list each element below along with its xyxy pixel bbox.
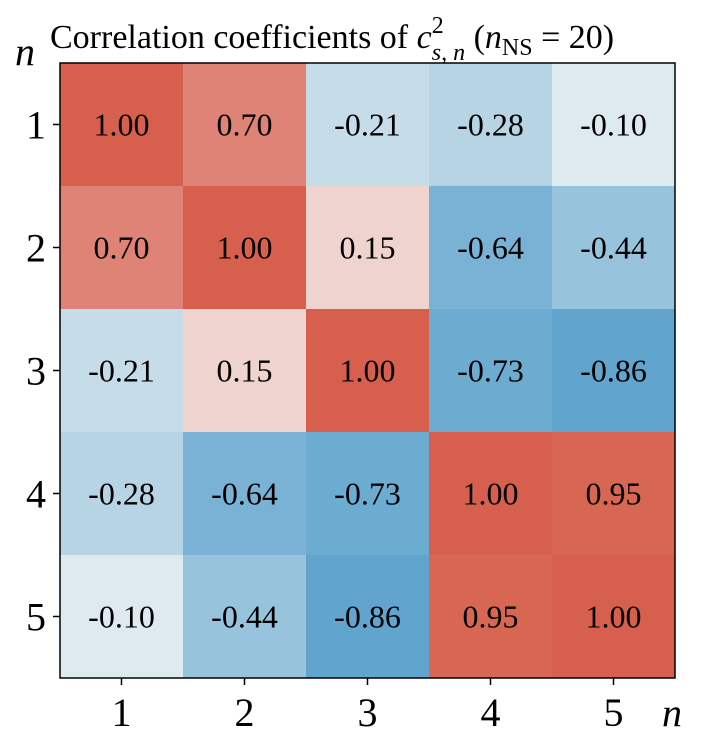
y-axis-ticks: 1 2 3 4 5 — [26, 103, 60, 640]
cell-label-r3-c4: -0.73 — [457, 353, 524, 389]
cell-label-r5-c1: -0.10 — [88, 599, 155, 635]
title-prefix: Correlation coefficients of — [50, 19, 417, 56]
heatmap-cell-r4-c1 — [60, 432, 184, 556]
y-tick-label-5: 5 — [26, 595, 46, 640]
cell-label-r2-c4: -0.64 — [457, 230, 524, 266]
cell-label-r2-c1: 0.70 — [94, 230, 150, 266]
cell-label-r5-c4: 0.95 — [463, 599, 519, 635]
y-tick-label-1: 1 — [26, 103, 46, 148]
heatmap-cell-r5-c5 — [552, 555, 676, 679]
heatmap-cell-r4-c4 — [429, 432, 553, 556]
cell-label-r2-c3: 0.15 — [340, 230, 396, 266]
heatmap-cell-r1-c2 — [183, 63, 307, 187]
title-symbol: c — [417, 19, 432, 56]
cell-label-r3-c3: 1.00 — [340, 353, 396, 389]
heatmap-cells — [60, 63, 676, 679]
title-subscript: s, n — [432, 40, 465, 66]
x-axis-label: n — [662, 690, 682, 735]
heatmap-cell-r2-c4 — [429, 186, 553, 310]
heatmap-cell-r2-c2 — [183, 186, 307, 310]
title-paren-open: ( — [465, 19, 485, 56]
cell-label-r4-c3: -0.73 — [334, 476, 401, 512]
cell-label-r1-c1: 1.00 — [94, 107, 150, 143]
heatmap-cell-r1-c1 — [60, 63, 184, 187]
heatmap-cell-r3-c5 — [552, 309, 676, 433]
cell-label-r1-c3: -0.21 — [334, 107, 401, 143]
title-nsub: NS — [502, 35, 533, 61]
heatmap-cell-r1-c5 — [552, 63, 676, 187]
heatmap-cell-labels: 1.00 0.70 -0.21 -0.28 -0.10 0.70 1.00 0.15 -0.64… — [88, 107, 647, 635]
cell-label-r3-c1: -0.21 — [88, 353, 155, 389]
x-tick-label-5: 5 — [604, 690, 624, 735]
heatmap-cell-r3-c3 — [306, 309, 430, 433]
x-tick-label-3: 3 — [358, 690, 378, 735]
x-tick-label-1: 1 — [112, 690, 132, 735]
cell-label-r5-c2: -0.44 — [211, 599, 278, 635]
cell-label-r2-c5: -0.44 — [580, 230, 647, 266]
y-tick-label-2: 2 — [26, 226, 46, 271]
chart-title: Correlation coefficients of c2 s, n (nNS … — [50, 13, 614, 66]
heatmap-cell-r4-c5 — [552, 432, 676, 556]
heatmap-cell-r1-c3 — [306, 63, 430, 187]
cell-label-r1-c4: -0.28 — [457, 107, 524, 143]
heatmap-cell-r1-c4 — [429, 63, 553, 187]
cell-label-r4-c2: -0.64 — [211, 476, 278, 512]
heatmap-cell-r5-c4 — [429, 555, 553, 679]
x-tick-label-4: 4 — [481, 690, 501, 735]
cell-label-r1-c2: 0.70 — [217, 107, 273, 143]
heatmap-cell-r3-c2 — [183, 309, 307, 433]
heatmap-cell-r3-c4 — [429, 309, 553, 433]
heatmap-cell-r2-c3 — [306, 186, 430, 310]
title-equals-value: = 20) — [533, 19, 615, 56]
heatmap-cell-r5-c3 — [306, 555, 430, 679]
y-axis-label: n — [15, 29, 35, 74]
x-axis-ticks: 1 2 3 4 5 — [112, 678, 624, 735]
heatmap-cell-r4-c2 — [183, 432, 307, 556]
cell-label-r4-c5: 0.95 — [586, 476, 642, 512]
y-tick-label-3: 3 — [26, 349, 46, 394]
cell-label-r4-c1: -0.28 — [88, 476, 155, 512]
cell-label-r3-c2: 0.15 — [217, 353, 273, 389]
heatmap-cell-r5-c1 — [60, 555, 184, 679]
heatmap-cell-r2-c1 — [60, 186, 184, 310]
cell-label-r3-c5: -0.86 — [580, 353, 647, 389]
heatmap-cell-r3-c1 — [60, 309, 184, 433]
x-tick-label-2: 2 — [235, 690, 255, 735]
cell-label-r2-c2: 1.00 — [217, 230, 273, 266]
y-tick-label-4: 4 — [26, 472, 46, 517]
cell-label-r1-c5: -0.10 — [580, 107, 647, 143]
heatmap-cell-r5-c2 — [183, 555, 307, 679]
title-superscript: 2 — [432, 13, 444, 39]
cell-label-r5-c5: 1.00 — [586, 599, 642, 635]
heatmap-cell-r4-c3 — [306, 432, 430, 556]
cell-label-r5-c3: -0.86 — [334, 599, 401, 635]
title-nvar: n — [485, 19, 502, 56]
heatmap-cell-r2-c5 — [552, 186, 676, 310]
cell-label-r4-c4: 1.00 — [463, 476, 519, 512]
